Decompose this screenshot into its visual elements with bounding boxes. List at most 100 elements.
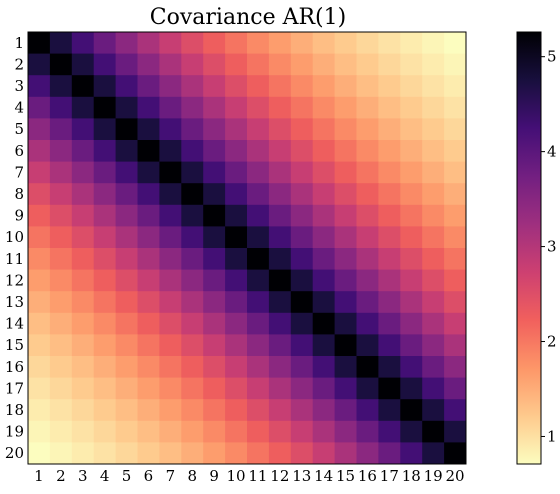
- heatmap-cell: [71, 420, 95, 443]
- heatmap-cell: [115, 399, 138, 422]
- heatmap-cell: [290, 334, 314, 357]
- heatmap-cell: [28, 356, 51, 379]
- heatmap-cell: [422, 356, 445, 379]
- heatmap-cell: [378, 161, 401, 184]
- heatmap-cell: [312, 334, 336, 357]
- heatmap-cell: [93, 248, 117, 271]
- heatmap-cell: [203, 204, 226, 227]
- heatmap-cell: [159, 226, 182, 249]
- y-tick-label: 17: [5, 379, 24, 397]
- heatmap-cell: [247, 248, 270, 271]
- heatmap-cell: [181, 291, 204, 314]
- heatmap-cell: [93, 140, 117, 163]
- heatmap-cell: [203, 118, 226, 141]
- heatmap-cell: [312, 312, 336, 335]
- heatmap-cell: [137, 312, 160, 335]
- x-tick-label: 20: [446, 467, 465, 485]
- heatmap-cell: [378, 32, 401, 55]
- x-axis-ticks: 1 2 3 4 5 6 7 8 9 10 11 12 13 14 15 16 17 18 19 20: [34, 467, 464, 485]
- heatmap-cell: [444, 183, 467, 206]
- heatmap-cell: [225, 248, 248, 271]
- heatmap-cell: [334, 248, 357, 271]
- heatmap-cell: [203, 420, 226, 443]
- heatmap-cell: [137, 226, 160, 249]
- heatmap-cell: [28, 399, 51, 422]
- heatmap-cell: [28, 312, 51, 335]
- heatmap-cell: [49, 96, 73, 119]
- heatmap-cell: [334, 442, 357, 465]
- heatmap-cell: [444, 226, 467, 249]
- heatmap-cell: [28, 183, 51, 206]
- heatmap-cell: [247, 96, 270, 119]
- heatmap-cell: [115, 140, 138, 163]
- heatmap-cell: [334, 420, 357, 443]
- heatmap-cell: [444, 334, 467, 357]
- y-tick-label: 4: [14, 99, 24, 117]
- heatmap-cell: [378, 334, 401, 357]
- colorbar-tick-label: 3: [547, 238, 557, 256]
- heatmap-cell: [115, 356, 138, 379]
- heatmap-cell: [93, 356, 117, 379]
- heatmap-cell: [71, 399, 95, 422]
- heatmap-cell: [93, 291, 117, 314]
- heatmap-cell: [312, 226, 336, 249]
- heatmap-cell: [49, 442, 73, 465]
- y-tick-label: 18: [5, 401, 24, 419]
- heatmap-cell: [312, 118, 336, 141]
- heatmap-cell: [422, 291, 445, 314]
- heatmap-cell: [181, 377, 204, 400]
- y-tick-label: 1: [14, 34, 24, 52]
- heatmap-cell: [422, 399, 445, 422]
- heatmap-cell: [356, 118, 379, 141]
- heatmap-cell: [334, 226, 357, 249]
- colorbar-ticks: 1 2 3 4 5: [541, 48, 557, 445]
- heatmap-cell: [71, 269, 95, 292]
- heatmap-cell: [203, 356, 226, 379]
- heatmap-cell: [225, 442, 248, 465]
- y-tick-label: 16: [5, 358, 24, 376]
- heatmap-cell: [115, 291, 138, 314]
- heatmap-cell: [312, 399, 336, 422]
- heatmap-cell: [225, 75, 248, 98]
- heatmap-cell: [49, 248, 73, 271]
- colorbar-tick-label: 1: [547, 427, 557, 445]
- heatmap-cell: [422, 183, 445, 206]
- heatmap-cell: [28, 226, 51, 249]
- heatmap-cell: [159, 291, 182, 314]
- heatmap-cell: [181, 118, 204, 141]
- heatmap-cell: [422, 140, 445, 163]
- heatmap-cell: [334, 334, 357, 357]
- heatmap-cell: [49, 399, 73, 422]
- heatmap-cell: [312, 420, 336, 443]
- heatmap-cell: [203, 53, 226, 76]
- heatmap-cell: [49, 420, 73, 443]
- heatmap-cell: [334, 96, 357, 119]
- heatmap-cell: [93, 334, 117, 357]
- heatmap-cell: [159, 248, 182, 271]
- heatmap-cell: [159, 161, 182, 184]
- heatmap-cell: [422, 226, 445, 249]
- heatmap-cell: [290, 269, 314, 292]
- y-tick-label: 7: [14, 163, 24, 181]
- heatmap-cell: [93, 269, 117, 292]
- chart-title: Covariance AR(1): [150, 5, 346, 30]
- heatmap-cell: [203, 377, 226, 400]
- heatmap-cell: [159, 118, 182, 141]
- heatmap-cell: [290, 118, 314, 141]
- heatmap-cell: [93, 399, 117, 422]
- heatmap-cell: [137, 356, 160, 379]
- heatmap-cell: [93, 96, 117, 119]
- heatmap-cell: [444, 32, 467, 55]
- heatmap-cell: [268, 183, 292, 206]
- heatmap-cell: [378, 442, 401, 465]
- heatmap-cell: [356, 312, 379, 335]
- heatmap-cell: [225, 183, 248, 206]
- x-tick-label: 1: [34, 467, 44, 485]
- heatmap-cell: [28, 420, 51, 443]
- heatmap-cell: [400, 442, 423, 465]
- x-tick-label: 3: [78, 467, 88, 485]
- heatmap-cell: [115, 183, 138, 206]
- heatmap-cell: [203, 291, 226, 314]
- heatmap-cell: [378, 269, 401, 292]
- heatmap-cell: [181, 248, 204, 271]
